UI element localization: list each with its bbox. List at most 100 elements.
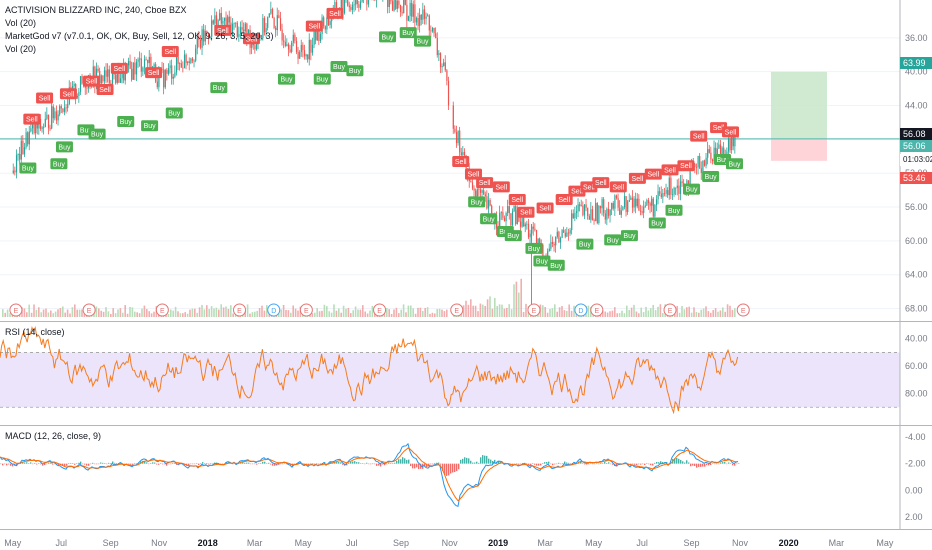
macd-histogram-bar — [524, 462, 526, 464]
macd-histogram-bar — [648, 463, 650, 465]
volume-bar — [314, 312, 316, 317]
candle-body — [41, 127, 43, 129]
macd-histogram-bar — [604, 461, 606, 464]
volume-bar — [105, 307, 107, 317]
candle-body — [558, 231, 560, 243]
sell-signal: Sell — [214, 24, 232, 36]
candle-body — [219, 13, 221, 21]
macd-histogram-bar — [730, 463, 732, 465]
sell-signal: Sell — [592, 177, 610, 189]
candle-body — [135, 61, 138, 75]
volume-bar — [676, 306, 678, 317]
macd-histogram-bar — [196, 463, 198, 465]
candle-body — [580, 205, 582, 207]
candle-body — [276, 15, 278, 31]
macd-histogram-bar — [330, 461, 332, 464]
macd-histogram-bar — [90, 463, 92, 465]
signal-label: Sell — [583, 184, 595, 191]
candle-body — [97, 68, 99, 71]
price-pane[interactable]: Buy Buy Buy Buy Buy Buy Buy Buy Buy Buy Buy Buy Buy B… — [0, 0, 932, 321]
macd-label[interactable]: MACD (12, 26, close, 9) — [5, 431, 102, 441]
signal-label: Buy — [58, 144, 71, 151]
legend-vol-bottom[interactable]: Vol (20) — [5, 44, 37, 54]
candle-body — [422, 9, 424, 20]
volume-bar — [210, 306, 213, 317]
candle-body — [603, 199, 605, 214]
candle-body — [137, 59, 139, 62]
volume-bar — [606, 312, 609, 317]
dividend-marker: D — [267, 303, 281, 317]
candle-body — [523, 216, 525, 227]
signal-label: Sell — [571, 189, 583, 196]
buy-signal: Buy — [480, 213, 498, 225]
volume-bar — [443, 311, 446, 317]
volume-bar — [194, 308, 196, 317]
candle-body — [227, 16, 229, 27]
sell-signal: Sell — [96, 84, 114, 96]
candle-body — [427, 15, 429, 17]
candle-body — [251, 41, 253, 48]
signal-label: Buy — [623, 233, 636, 240]
legend-vol-top[interactable]: Vol (20) — [5, 18, 37, 28]
candle-body — [191, 58, 194, 61]
candle-body — [67, 104, 69, 109]
macd-histogram-bar — [264, 461, 266, 464]
signal-label: Buy — [144, 123, 157, 130]
macd-chart[interactable]: 2.00 0.00 -2.00 -4.00 — [0, 425, 932, 529]
macd-histogram-bar — [446, 463, 448, 476]
rsi-pane[interactable]: 80.00 60.00 40.00 RSI (14, close) — [0, 321, 932, 425]
signal-label: Sell — [217, 28, 229, 35]
macd-histogram-bar — [364, 463, 366, 465]
macd-histogram-bar — [414, 463, 416, 469]
candle-body — [300, 44, 302, 53]
macd-histogram-bar — [92, 462, 94, 464]
signal-label: Buy — [53, 161, 66, 168]
rsi-label[interactable]: RSI (14, close) — [5, 327, 65, 337]
candle-body — [22, 140, 24, 155]
signal-label: Buy — [685, 187, 698, 194]
sell-signal: Sell — [452, 155, 470, 167]
macd-histogram-bar — [612, 463, 614, 465]
signal-label: Sell — [246, 36, 258, 43]
volume-bar — [50, 310, 52, 317]
volume-bar — [688, 306, 690, 317]
volume-bar — [465, 300, 467, 317]
macd-histogram-bar — [320, 463, 322, 464]
macd-histogram-bar — [78, 462, 80, 464]
candle-body — [633, 198, 635, 208]
candle-body — [420, 14, 422, 20]
candle-body — [139, 58, 141, 60]
macd-histogram-bar — [654, 462, 656, 464]
macd-histogram-bar — [726, 463, 728, 465]
candle-body — [716, 148, 718, 154]
volume-bar — [117, 309, 119, 317]
buy-signal: Buy — [165, 107, 183, 119]
candle-body — [571, 213, 573, 231]
candle-body — [611, 202, 613, 210]
buy-signal: Buy — [620, 230, 638, 242]
time-axis[interactable]: May Jul Sep Nov 2018 Mar May Jul Sep Nov 2019 Mar Ma… — [0, 529, 932, 550]
candle-body — [73, 83, 75, 87]
macd-pane[interactable]: 2.00 0.00 -2.00 -4.00 MACD (12, 26, close, … — [0, 425, 932, 529]
macd-histogram-bar — [650, 463, 652, 466]
signal-label: Buy — [402, 30, 415, 37]
time-tick-label: Mar — [537, 538, 553, 548]
volume-bar — [508, 304, 510, 317]
candle-body — [108, 69, 110, 84]
buy-signal: Buy — [414, 35, 432, 47]
event-label: E — [532, 308, 537, 315]
macd-histogram-bar — [580, 460, 582, 464]
sell-signal: Sell — [644, 168, 662, 180]
rsi-chart[interactable]: 80.00 60.00 40.00 — [0, 321, 932, 425]
volume-bar — [246, 304, 249, 317]
macd-histogram-bar — [20, 463, 22, 464]
macd-histogram-bar — [310, 463, 312, 465]
candle-body — [406, 4, 408, 21]
legend-indicator[interactable]: MarketGod v7 (v7.0.1, OK, OK, Buy, Sell,… — [5, 31, 274, 41]
volume-bar — [333, 304, 335, 317]
volume-bar — [623, 313, 626, 317]
macd-histogram-bar — [678, 458, 680, 464]
sell-signal: Sell — [59, 88, 77, 100]
candle-body — [508, 206, 510, 214]
